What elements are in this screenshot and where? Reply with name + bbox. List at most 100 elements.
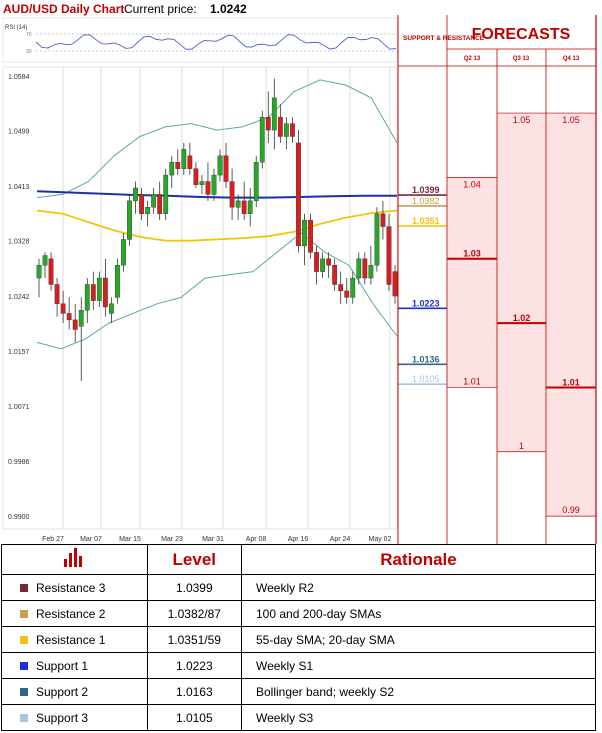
candle-body bbox=[380, 213, 386, 227]
level-label: 1.0399 bbox=[412, 185, 440, 195]
moving-averages bbox=[36, 190, 398, 242]
rsi-top-label: 70 bbox=[26, 32, 32, 38]
candle-body bbox=[350, 277, 356, 298]
row-level: 1.0223 bbox=[146, 652, 242, 679]
candle-body bbox=[193, 168, 199, 185]
row-level: 1.0351/59 bbox=[146, 626, 242, 653]
level-label: 1.0105 bbox=[412, 374, 440, 384]
candle-body bbox=[302, 219, 307, 247]
bollinger-upper-line bbox=[36, 79, 398, 199]
y-tick-label: 0.9900 bbox=[8, 514, 30, 521]
y-tick-label: 1.0328 bbox=[8, 239, 30, 246]
candle-body bbox=[151, 194, 157, 208]
chart-title: AUD/USD Daily Chart bbox=[3, 2, 125, 16]
forecast-high-label: 1.04 bbox=[463, 179, 481, 189]
current-price-label: Current price: bbox=[124, 2, 197, 16]
candle-body bbox=[277, 116, 283, 137]
candle-body bbox=[54, 284, 60, 304]
candle-body bbox=[84, 284, 90, 311]
candle-body bbox=[247, 200, 253, 214]
candle-body bbox=[271, 97, 277, 131]
support-1-swatch bbox=[20, 662, 28, 671]
quarter-label-q3: Q3 13 bbox=[513, 56, 530, 62]
rsi-panel: RSI (14) 70 30 bbox=[2, 17, 398, 63]
candle-body bbox=[211, 174, 217, 195]
level-label: 1.0382 bbox=[412, 196, 440, 206]
grid bbox=[62, 67, 391, 529]
support-2-swatch bbox=[20, 688, 28, 697]
candle-body bbox=[72, 319, 78, 330]
resistance-3-swatch bbox=[20, 584, 28, 593]
candle-body bbox=[374, 213, 380, 266]
resistance-2-swatch bbox=[20, 610, 28, 619]
candle-body bbox=[229, 181, 235, 208]
row-level: 1.0163 bbox=[146, 678, 242, 705]
forecasts-title: FORECASTS bbox=[472, 26, 571, 43]
y-axis-ticks: 1.0584 1.0499 1.0413 1.0328 1.0242 1.0157 1.00… bbox=[8, 74, 30, 521]
forecast-range-bar bbox=[447, 177, 497, 388]
candle-body bbox=[139, 194, 144, 214]
table-row: Support 1 1.0223 Weekly S1 bbox=[1, 652, 597, 679]
x-tick-label: Apr 16 bbox=[288, 536, 309, 543]
row-rationale: Weekly S1 bbox=[240, 652, 597, 679]
table-row: Support 2 1.0163 Bollinger band; weekly … bbox=[1, 678, 597, 705]
y-tick-label: 1.0584 bbox=[8, 74, 30, 81]
x-tick-label: Mar 07 bbox=[80, 536, 102, 543]
candle-body bbox=[48, 258, 54, 285]
forecast-mid-label: 1.03 bbox=[463, 249, 481, 259]
resistance-1-swatch bbox=[20, 636, 28, 645]
row-level: 1.0399 bbox=[146, 574, 242, 601]
x-tick-label: Mar 15 bbox=[119, 536, 141, 543]
bollinger-lower-line bbox=[36, 232, 398, 350]
candle-body bbox=[253, 162, 259, 202]
forecast-range-bar bbox=[497, 113, 546, 452]
forecast-high-label: 1.05 bbox=[562, 115, 580, 125]
candle-body bbox=[265, 116, 271, 131]
forecast-high-label: 1.05 bbox=[513, 115, 531, 125]
quarter-label-q2: Q2 13 bbox=[464, 56, 481, 62]
table-row: Resistance 3 1.0399 Weekly R2 bbox=[1, 574, 597, 601]
candle-body bbox=[78, 310, 84, 327]
candle-body bbox=[42, 255, 48, 266]
candle-body bbox=[163, 174, 169, 214]
row-name: Support 3 bbox=[36, 710, 89, 725]
bollinger-bands bbox=[36, 79, 398, 350]
candle-body bbox=[199, 181, 205, 185]
candle-body bbox=[205, 181, 211, 195]
candle-body bbox=[338, 284, 344, 292]
candle-body bbox=[296, 142, 301, 247]
y-tick-label: 1.0499 bbox=[8, 129, 30, 136]
x-tick-label: May 02 bbox=[369, 536, 392, 543]
y-tick-label: 1.0157 bbox=[8, 349, 30, 356]
level-label: 1.0136 bbox=[412, 354, 440, 364]
table-row: Resistance 1 1.0351/59 55-day SMA; 20-da… bbox=[1, 626, 597, 653]
main-chart-svg: RSI (14) 70 30 1.05841.04991.04131.03281… bbox=[2, 15, 597, 544]
row-name: Resistance 3 bbox=[36, 580, 106, 595]
rationale-header: Rationale bbox=[240, 544, 597, 575]
candle-body bbox=[187, 155, 193, 169]
quarter-label-q4: Q4 13 bbox=[563, 56, 580, 62]
forecast-low-label: 1.01 bbox=[463, 376, 481, 386]
candle-body bbox=[314, 252, 319, 272]
candle-body bbox=[259, 116, 265, 163]
candle-body bbox=[145, 207, 151, 214]
forecast-low-label: 0.99 bbox=[562, 505, 580, 515]
level-label: 1.0223 bbox=[412, 298, 440, 308]
sma-55-line bbox=[36, 209, 398, 242]
candle-body bbox=[60, 303, 66, 314]
candle-body bbox=[133, 187, 138, 202]
forecast-low-label: 1 bbox=[519, 441, 524, 451]
candle-body bbox=[386, 226, 392, 285]
levels-table-header: Level Rationale bbox=[1, 544, 597, 575]
candle-body bbox=[36, 264, 42, 279]
rsi-line bbox=[35, 34, 397, 50]
current-price-value: 1.0242 bbox=[210, 2, 247, 16]
forecast-mid-label: 1.02 bbox=[513, 313, 531, 323]
candle-body bbox=[320, 258, 325, 272]
candle-body bbox=[102, 277, 108, 308]
row-rationale: 55-day SMA; 20-day SMA bbox=[240, 626, 597, 653]
x-tick-label: Apr 24 bbox=[330, 536, 351, 543]
row-level: 1.0382/87 bbox=[146, 600, 242, 627]
table-row: Support 3 1.0105 Weekly S3 bbox=[1, 704, 597, 731]
